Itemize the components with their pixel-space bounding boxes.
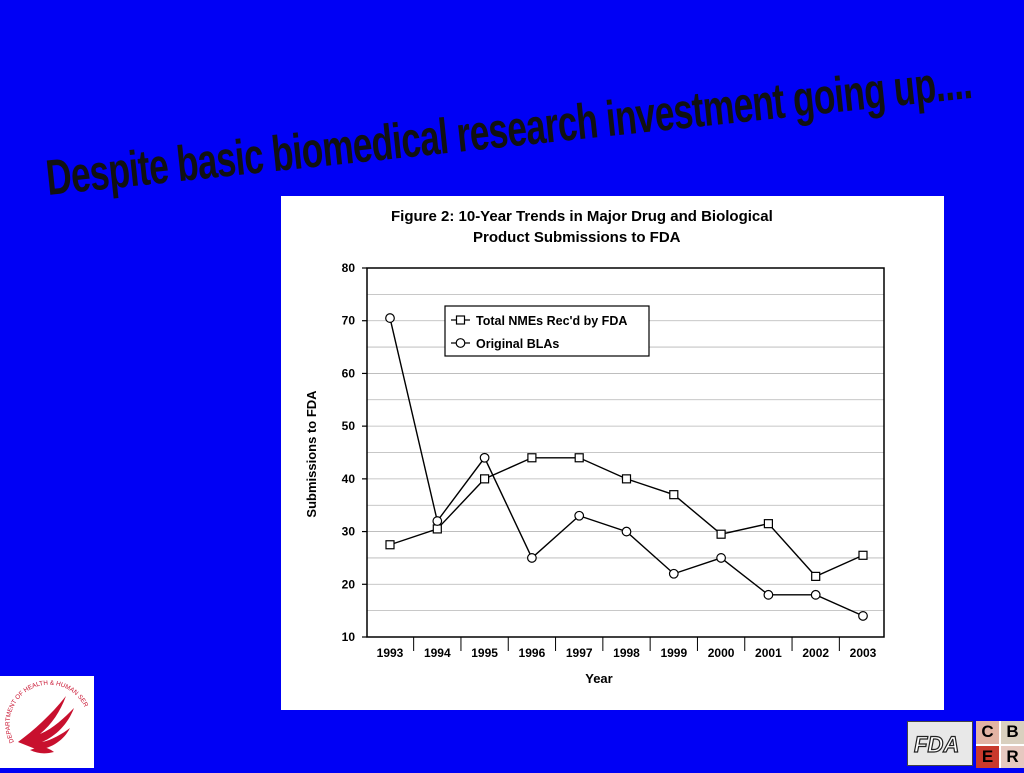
data-point-nmes — [763, 519, 773, 529]
y-tick-label: 50 — [342, 419, 356, 433]
data-point-nmes — [811, 571, 821, 581]
x-tick-label: 1996 — [519, 646, 546, 660]
data-point-blas — [668, 568, 679, 579]
x-tick-label: 1999 — [660, 646, 687, 660]
data-point-nmes — [480, 474, 490, 484]
data-point-nmes — [527, 453, 537, 463]
data-point-blas — [479, 452, 490, 463]
legend-box — [444, 305, 650, 357]
legend: Total NMEs Rec'd by FDA Original BLAs — [444, 305, 650, 357]
data-point-blas — [432, 516, 443, 526]
y-axis-title: Submissions to FDA — [304, 390, 319, 518]
cber-letter-r: R — [1001, 745, 1024, 768]
data-point-blas — [385, 313, 395, 323]
series-line-blas — [389, 317, 864, 617]
cber-logo: C B E R — [976, 721, 1024, 768]
data-point-blas — [621, 526, 632, 537]
hhs-logo: DEPARTMENT OF HEALTH & HUMAN SERVICES. U… — [0, 671, 94, 768]
data-point-blas — [716, 553, 727, 563]
cber-letter-c: C — [976, 721, 999, 744]
x-tick-label: 2003 — [850, 646, 877, 660]
x-axis-title: Year — [585, 671, 612, 686]
chart-panel: Figure 2: 10-Year Trends in Major Drug a… — [281, 196, 944, 710]
x-tick-label: 2000 — [708, 646, 735, 660]
data-point-nmes — [858, 550, 868, 560]
x-tick-label: 1998 — [613, 646, 640, 660]
line-chart: Figure 2: 10-Year Trends in Major Drug a… — [304, 208, 885, 686]
y-tick-label: 40 — [342, 472, 356, 486]
x-tick-label: 1995 — [471, 646, 498, 660]
data-series — [385, 313, 868, 621]
data-point-nmes — [621, 474, 632, 484]
x-tick-label: 2002 — [802, 646, 829, 660]
plot-frame — [366, 267, 885, 638]
data-point-nmes — [574, 453, 584, 463]
y-tick-label: 80 — [342, 261, 356, 275]
y-tick-label: 10 — [342, 630, 356, 644]
data-point-blas — [574, 510, 585, 521]
data-point-blas — [858, 611, 868, 621]
y-tick-label: 20 — [342, 577, 356, 591]
chart-title-line2: Product Submissions to FDA — [473, 229, 681, 246]
y-tick-label: 70 — [342, 314, 356, 328]
legend-marker-square — [455, 315, 466, 325]
legend-label-nmes: Total NMEs Rec'd by FDA — [476, 314, 627, 328]
hhs-seal-icon: DEPARTMENT OF HEALTH & HUMAN SERVICES. U… — [0, 671, 89, 754]
data-point-blas — [810, 589, 821, 600]
data-point-nmes — [432, 524, 442, 534]
cber-letter-b: B — [1001, 721, 1024, 744]
data-point-blas — [526, 553, 537, 563]
legend-label-blas: Original BLAs — [476, 337, 559, 351]
y-tick-label: 30 — [342, 525, 356, 539]
chart-title-line1: Figure 2: 10-Year Trends in Major Drug a… — [391, 208, 773, 225]
data-point-nmes — [385, 540, 395, 550]
x-tick-label: 1994 — [424, 646, 451, 660]
axes: 10 20 30 40 50 60 70 80 1993 1994 1995 1996 1997 1998… — [342, 261, 877, 660]
legend-marker-circle — [455, 338, 466, 348]
data-point-nmes — [716, 529, 726, 539]
y-tick-label: 60 — [342, 366, 356, 380]
cber-letter-e: E — [976, 745, 999, 768]
data-point-nmes — [669, 490, 679, 500]
fda-logo-text: FDA — [914, 732, 959, 757]
x-tick-label: 1997 — [566, 646, 593, 660]
fda-logo: FDA — [907, 721, 973, 766]
x-tick-label: 2001 — [755, 646, 782, 660]
x-tick-label: 1993 — [377, 646, 404, 660]
slide-headline-text: Despite basic biomedical research invest… — [43, 53, 974, 206]
slide-headline: Despite basic biomedical research invest… — [43, 53, 974, 206]
data-point-blas — [763, 589, 774, 600]
fda-logo-icon: FDA — [913, 731, 959, 757]
